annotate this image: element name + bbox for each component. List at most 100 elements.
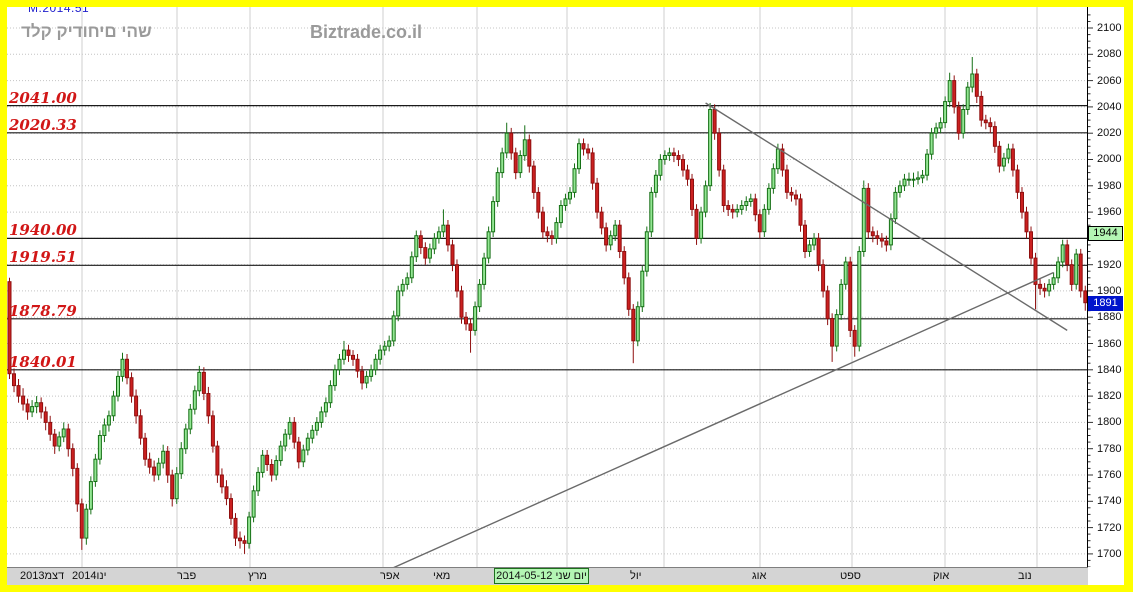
month-label: אוק (933, 570, 950, 582)
candle-body (536, 191, 541, 213)
trendlines (393, 102, 1068, 567)
candle-body (224, 486, 229, 500)
candle-body (396, 290, 401, 317)
candle-body (712, 109, 717, 134)
month-label: 2014ינו (72, 570, 107, 582)
candle-body (274, 460, 279, 476)
price-tick-label: 1920 (1097, 258, 1122, 271)
candle-body (179, 448, 184, 475)
candle-body (563, 198, 568, 206)
candle-body (522, 139, 527, 157)
candle-body (644, 231, 649, 272)
candle-body (784, 169, 789, 193)
candle-body (459, 290, 464, 318)
selected-date-box: 2014-05-12 יום שני (494, 568, 589, 584)
candle-body (464, 316, 468, 325)
candle-body (1038, 283, 1043, 289)
x-axis[interactable]: 2013דצמ 2014ינו פבר מרץ אפר מאי יול אוג ספט אוק נו… (7, 567, 1088, 585)
candle-body (762, 208, 767, 233)
candle-body (332, 369, 337, 387)
candle-body (238, 537, 242, 542)
candle-body (599, 211, 604, 229)
candle-body (43, 411, 48, 423)
month-label: פבר (177, 570, 197, 582)
candle-body (305, 437, 310, 451)
candle-body (432, 237, 437, 250)
candle-body (301, 449, 306, 463)
candle-body (409, 256, 414, 279)
candle-body (568, 191, 572, 200)
candle-body (414, 235, 419, 258)
candle-body (527, 139, 532, 167)
candle-body (233, 517, 238, 539)
candle-body (794, 194, 798, 200)
candle-body (907, 178, 911, 181)
candle-body (319, 411, 324, 423)
candle-body (640, 270, 645, 308)
candle-body (699, 211, 704, 239)
candle-body (491, 201, 496, 233)
candle-body (256, 471, 261, 492)
candle-body (106, 415, 111, 426)
month-label: אוג (752, 570, 767, 582)
candle-body (708, 109, 713, 187)
candle-body (418, 235, 423, 248)
candle-body (888, 218, 893, 246)
level-label: 2020.33 (9, 115, 77, 134)
candle-body (780, 148, 785, 171)
candle-body (323, 402, 328, 413)
candle-body (617, 224, 622, 252)
candle-body (893, 191, 898, 220)
plot-area[interactable]: 2041.00 2020.33 1940.00 1919.51 1878.79 1840.… (7, 7, 1088, 567)
candle-body (938, 122, 943, 129)
price-tick-label: 1800 (1097, 416, 1122, 429)
candle-body (1001, 157, 1006, 167)
candle-body (726, 205, 731, 210)
candle-body (983, 119, 988, 124)
price-tick-label: 1780 (1097, 442, 1122, 455)
candle-body (604, 227, 609, 246)
candle-body (631, 308, 636, 342)
candle-body (351, 354, 355, 360)
price-tick-label: 1720 (1097, 521, 1122, 534)
candle-body (739, 205, 744, 210)
month-label: מאי (433, 570, 451, 582)
candle-body (803, 224, 807, 252)
candle-body (730, 208, 735, 213)
candle-body (441, 224, 446, 233)
price-tick-label: 2060 (1097, 74, 1122, 87)
candle-body (482, 257, 487, 285)
candle-body (952, 80, 957, 108)
candle-body (450, 244, 455, 266)
candle-body (125, 358, 129, 379)
candle-body (925, 153, 930, 176)
candle-body (789, 191, 794, 196)
candle-body (260, 454, 265, 473)
candle-body (825, 290, 830, 319)
price-tick-label: 2000 (1097, 153, 1122, 166)
candle-body (586, 148, 591, 154)
candle-body (577, 143, 581, 170)
candle-body (902, 178, 907, 187)
candle-body (405, 277, 410, 285)
candle-body (500, 152, 505, 174)
candle-body (988, 122, 993, 128)
candle-body (1024, 211, 1029, 233)
y-axis[interactable]: 1700 1720 1740 1760 1780 1800 1820 1840 1860 1880… (1088, 7, 1124, 584)
candle-body (197, 371, 202, 392)
crosshair-price-marker: 1944 (1088, 226, 1123, 242)
candle-body (992, 126, 997, 147)
candle-body (7, 281, 12, 375)
candle-body (1065, 244, 1070, 266)
candle-body (93, 458, 98, 483)
month-label: ספט (840, 570, 861, 582)
candle-body (287, 421, 292, 435)
candle-body (206, 393, 211, 417)
candle-body (595, 182, 600, 213)
candle-body (753, 198, 758, 216)
candle-body (1056, 261, 1061, 279)
candle-body (57, 436, 62, 447)
candle-body (852, 329, 857, 347)
candle-body (111, 395, 116, 417)
